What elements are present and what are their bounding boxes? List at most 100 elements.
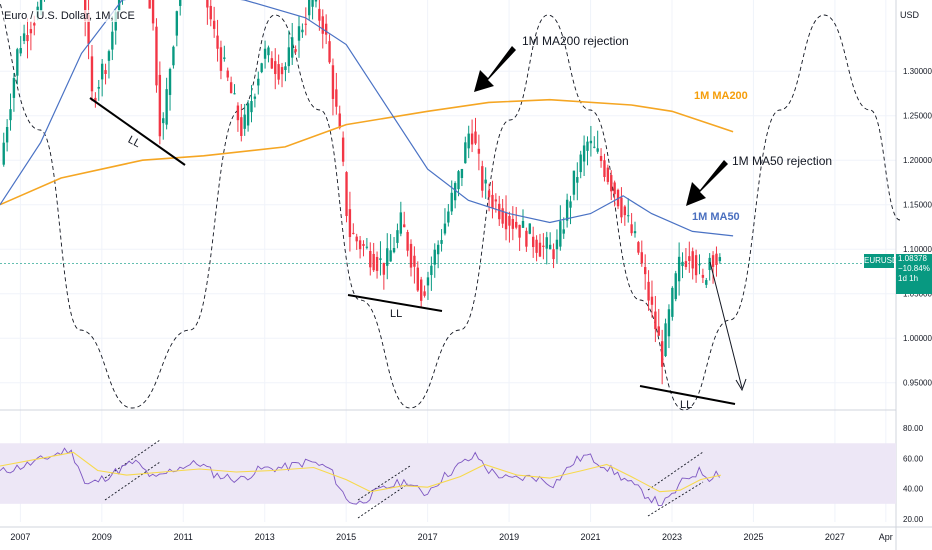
candle-body: [447, 211, 450, 223]
candle-body: [223, 57, 226, 59]
candle-body: [29, 29, 33, 34]
candle-body: [314, 0, 318, 2]
candle-body: [596, 148, 599, 152]
time-tick-label: 2015: [336, 532, 356, 542]
candle-body: [610, 175, 613, 192]
candle-body: [542, 245, 545, 247]
candle-body: [22, 33, 26, 41]
candle-body: [117, 0, 121, 12]
candle-body: [229, 82, 233, 94]
candle-body: [589, 140, 593, 144]
candle-body: [613, 182, 616, 195]
rsi-ma-line: [0, 451, 722, 493]
candle-body: [654, 311, 657, 330]
candle-body: [565, 199, 569, 221]
candle-body: [39, 0, 43, 12]
candle-body: [379, 258, 382, 260]
rsi-band: [0, 443, 896, 504]
candle-body: [94, 97, 97, 102]
candle-body: [464, 142, 467, 164]
ll-trendline-2: [347, 294, 443, 312]
time-tick-label: 2027: [825, 532, 845, 542]
time-tick-label: 2023: [662, 532, 682, 542]
rsi-channel-line: [647, 451, 704, 491]
candle-body: [501, 208, 504, 224]
price-axis[interactable]: 1.30000 1.25000 1.20000 1.15000 1.10000 1.050…: [903, 67, 932, 388]
candle-body: [301, 29, 304, 33]
price-tick-label: 1.00000: [903, 334, 932, 343]
bar-countdown: 1d 1h: [898, 274, 919, 283]
symbol-title: Euro / U.S. Dollar, 1M, ICE: [4, 10, 135, 22]
candle-body: [209, 5, 212, 20]
ll-trendline-1: [89, 97, 186, 166]
candle-body: [12, 78, 16, 98]
candle-body: [494, 199, 498, 202]
candles: [2, 0, 722, 385]
candle-body: [308, 0, 311, 16]
candle-body: [579, 154, 582, 173]
candle-body: [168, 69, 172, 95]
candle-body: [260, 63, 263, 73]
time-axis[interactable]: 2007 2009 2011 2013 2015 2017 2019 2021 2023 2025…: [10, 532, 892, 542]
ma200-line: [0, 98, 734, 206]
time-tick-label: 2013: [255, 532, 275, 542]
projection-line: [709, 261, 743, 389]
candle-body: [511, 218, 515, 229]
rsi-channel-line: [104, 461, 161, 501]
candle-body: [640, 252, 643, 264]
candle-body: [318, 8, 321, 21]
candle-body: [681, 261, 684, 267]
candle-body: [562, 229, 565, 234]
candle-body: [481, 166, 484, 191]
price-tick-label: 1.10000: [903, 245, 932, 254]
candle-body: [630, 224, 633, 234]
candle-body: [338, 113, 341, 128]
candle-body: [599, 155, 603, 162]
candle-body: [484, 179, 487, 184]
candle-body: [355, 236, 358, 242]
candle-body: [491, 194, 494, 209]
cycle-wave-path: [0, 1, 901, 411]
candle-body: [694, 255, 698, 276]
candle-body: [443, 223, 447, 234]
ll-label-3: LL: [680, 399, 693, 411]
candle-body: [206, 0, 209, 8]
candle-body: [341, 137, 345, 162]
candle-body: [90, 56, 94, 92]
candle-body: [538, 242, 542, 257]
candle-body: [243, 114, 246, 129]
candle-body: [148, 0, 151, 9]
price-tick-label: 1.05000: [903, 290, 932, 299]
candle-body: [304, 23, 307, 25]
ma200-rejection-label: 1M MA200 rejection: [522, 34, 629, 48]
candle-body: [413, 255, 416, 267]
candle-body: [535, 239, 538, 253]
candle-body: [457, 171, 460, 190]
candle-body: [406, 232, 409, 251]
candle-body: [389, 250, 392, 262]
candle-body: [440, 240, 443, 244]
candle-body: [33, 23, 36, 26]
candle-body: [416, 267, 419, 291]
candle-body: [528, 223, 531, 234]
candle-body: [162, 118, 165, 124]
candle-body: [698, 264, 701, 266]
candle-body: [233, 93, 236, 95]
ll-trendline-3: [639, 385, 736, 405]
candle-body: [270, 58, 274, 69]
candle-body: [450, 192, 453, 212]
rsi-axis[interactable]: 80.00 60.00 40.00 20.00: [903, 424, 924, 524]
candle-body: [715, 253, 718, 265]
rsi-channel-line: [647, 481, 704, 517]
candle-body: [688, 256, 691, 261]
price-tick-label: 1.20000: [903, 156, 932, 165]
candle-body: [572, 170, 576, 195]
candle-body: [392, 248, 396, 253]
candle-body: [667, 309, 671, 337]
candle-body: [386, 248, 389, 266]
time-tick-label: Apr: [879, 532, 893, 542]
candle-body: [369, 251, 372, 268]
candle-body: [606, 167, 610, 182]
time-tick-label: 2007: [10, 532, 30, 542]
